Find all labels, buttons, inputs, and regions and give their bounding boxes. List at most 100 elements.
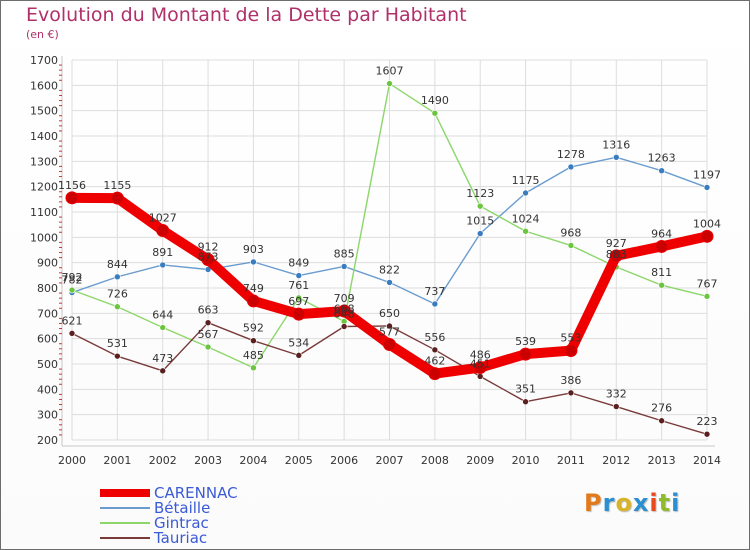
data-point-carennac [110, 191, 124, 205]
data-point-gintrac [567, 242, 575, 249]
data-label-b-taille: 1197 [693, 168, 721, 181]
data-label-gintrac: 968 [560, 226, 581, 239]
data-label-b-taille: 737 [424, 285, 445, 298]
data-point-gintrac [114, 303, 121, 311]
data-point-tauriac [522, 398, 529, 406]
data-point-tauriac [68, 330, 76, 337]
data-point-gintrac [476, 202, 484, 210]
data-label-carennac: 553 [560, 332, 581, 345]
data-label-tauriac: 621 [62, 314, 83, 327]
y-tick-label: 200 [37, 434, 58, 447]
data-point-b-taille [522, 189, 529, 197]
x-tick-label: 2002 [149, 454, 177, 467]
data-point-b-taille [567, 163, 575, 171]
data-label-gintrac: 792 [62, 271, 83, 284]
x-tick-label: 2000 [58, 454, 86, 467]
data-point-tauriac [159, 367, 167, 375]
data-label-carennac: 539 [515, 335, 536, 348]
y-tick-label: 1400 [30, 130, 58, 143]
data-label-gintrac: 644 [152, 309, 173, 322]
data-point-b-taille [340, 263, 348, 270]
data-label-gintrac: 761 [288, 279, 309, 292]
y-tick-label: 700 [37, 307, 58, 320]
data-point-gintrac [68, 286, 76, 294]
x-tick-label: 2014 [693, 454, 721, 467]
data-point-gintrac [658, 281, 665, 289]
data-label-tauriac: 473 [152, 352, 173, 365]
data-label-tauriac: 276 [651, 402, 672, 415]
data-point-carennac [383, 337, 396, 351]
x-tick-label: 2013 [648, 454, 676, 467]
data-label-gintrac: 883 [606, 248, 627, 261]
data-point-tauriac [340, 323, 348, 330]
data-label-tauriac: 386 [560, 374, 581, 387]
data-label-carennac: 927 [606, 237, 627, 250]
data-point-gintrac [386, 80, 393, 87]
data-label-carennac: 749 [243, 282, 264, 295]
legend-label: Tauriac [154, 529, 208, 547]
data-point-b-taille [159, 261, 167, 269]
data-label-b-taille: 891 [152, 246, 173, 259]
data-label-carennac: 1155 [103, 179, 131, 192]
y-tick-label: 1600 [30, 79, 58, 92]
data-point-b-taille [703, 184, 711, 191]
x-tick-label: 2011 [557, 454, 585, 467]
data-label-tauriac: 351 [515, 383, 536, 396]
data-point-tauriac [567, 389, 575, 397]
data-label-gintrac: 668 [334, 302, 355, 315]
data-point-carennac [65, 191, 79, 205]
data-point-gintrac [295, 294, 303, 302]
x-tick-label: 2012 [602, 454, 630, 467]
data-label-tauriac: 531 [107, 337, 128, 350]
data-label-b-taille: 1015 [466, 215, 494, 228]
data-label-b-taille: 885 [334, 247, 355, 260]
data-point-gintrac [204, 343, 212, 351]
y-tick-label: 1100 [30, 206, 58, 219]
y-tick-label: 600 [37, 333, 58, 346]
data-point-b-taille [295, 272, 303, 279]
data-label-tauriac: 663 [198, 304, 219, 317]
y-tick-label: 300 [37, 409, 58, 422]
data-label-b-taille: 844 [107, 258, 128, 271]
data-label-gintrac: 1024 [512, 212, 540, 225]
y-tick-label: 1700 [30, 54, 58, 67]
x-tick-label: 2009 [466, 454, 494, 467]
data-point-gintrac [431, 109, 439, 117]
legend-label: CARENNAC [154, 484, 238, 502]
data-point-carennac [700, 229, 714, 243]
data-label-b-taille: 1263 [648, 152, 676, 165]
data-point-tauriac [703, 430, 711, 438]
legend-swatch [100, 489, 150, 497]
data-point-carennac [156, 223, 170, 237]
data-label-carennac: 697 [288, 295, 309, 308]
chart-title: Evolution du Montant de la Dette par Hab… [26, 4, 467, 26]
data-point-tauriac [204, 319, 212, 327]
legend-swatch [100, 522, 150, 524]
unit-label: (en €) [26, 28, 59, 41]
x-tick-label: 2003 [194, 454, 222, 467]
data-point-gintrac [703, 293, 711, 300]
data-label-carennac: 577 [379, 325, 400, 338]
y-tick-label: 900 [37, 257, 58, 270]
data-label-tauriac: 650 [379, 307, 400, 320]
data-label-b-taille: 822 [379, 263, 400, 276]
x-tick-label: 2010 [512, 454, 540, 467]
data-label-gintrac: 1490 [421, 94, 449, 107]
data-point-b-taille [658, 167, 665, 175]
data-point-tauriac [386, 322, 393, 330]
data-label-carennac: 1027 [149, 211, 177, 224]
y-tick-label: 1500 [30, 105, 58, 118]
data-point-carennac [609, 249, 623, 263]
y-tick-label: 400 [37, 383, 58, 396]
data-label-carennac: 1156 [58, 179, 86, 192]
data-label-tauriac: 592 [243, 322, 264, 335]
data-point-gintrac [250, 364, 257, 372]
data-label-tauriac: 556 [424, 331, 445, 344]
data-point-carennac [655, 239, 669, 253]
data-label-gintrac: 726 [107, 288, 128, 301]
x-tick-label: 2007 [376, 454, 404, 467]
data-point-carennac [519, 347, 533, 361]
legend-label: Gintrac [154, 514, 209, 532]
data-label-carennac: 462 [424, 355, 445, 368]
data-label-b-taille: 873 [198, 251, 219, 264]
